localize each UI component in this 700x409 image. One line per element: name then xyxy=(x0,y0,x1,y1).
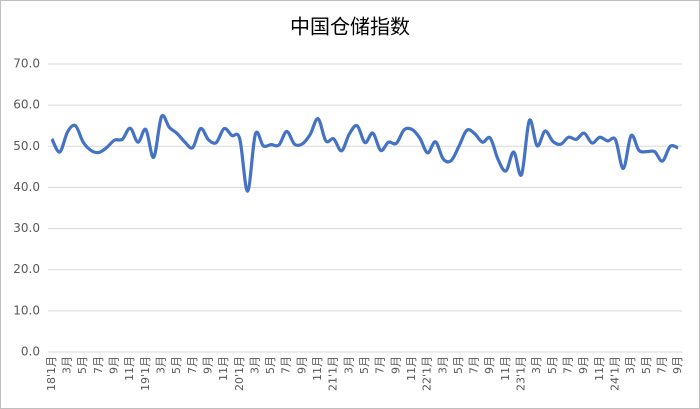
x-tick-label: 5月 xyxy=(546,356,559,374)
x-tick-label: 7月 xyxy=(92,356,105,374)
x-tick-label: 5月 xyxy=(76,356,89,374)
x-tick-label: 11月 xyxy=(217,356,230,381)
x-tick-label: 5月 xyxy=(170,356,183,374)
x-tick-label: 3月 xyxy=(154,356,167,374)
x-tick-label: 11月 xyxy=(123,356,136,381)
x-tick-label: 7月 xyxy=(655,356,668,374)
x-tick-label: 9月 xyxy=(671,356,684,374)
x-tick-label: 18'1月 xyxy=(45,356,58,391)
x-tick-label: 11月 xyxy=(405,356,418,381)
chart-title: 中国仓储指数 xyxy=(290,15,410,39)
x-tick-label: 9月 xyxy=(389,356,402,374)
x-tick-label: 3月 xyxy=(342,356,355,374)
y-tick-label: 30.0 xyxy=(13,221,40,235)
x-tick-label: 3月 xyxy=(436,356,449,374)
x-tick-label: 7月 xyxy=(374,356,387,374)
x-tick-label: 3月 xyxy=(248,356,261,374)
x-tick-label: 5月 xyxy=(452,356,465,374)
x-tick-label: 5月 xyxy=(358,356,371,374)
x-tick-label: 7月 xyxy=(562,356,575,374)
x-tick-label: 5月 xyxy=(640,356,653,374)
x-tick-label: 19'1月 xyxy=(139,356,152,391)
y-tick-label: 20.0 xyxy=(13,262,40,276)
x-tick-label: 9月 xyxy=(483,356,496,374)
x-tick-label: 9月 xyxy=(295,356,308,374)
x-tick-label: 3月 xyxy=(61,356,74,374)
x-tick-label: 24'1月 xyxy=(608,356,621,391)
y-tick-label: 50.0 xyxy=(13,139,40,153)
x-tick-label: 9月 xyxy=(108,356,121,374)
x-tick-label: 9月 xyxy=(577,356,590,374)
y-tick-label: 60.0 xyxy=(13,98,40,112)
x-tick-label: 7月 xyxy=(280,356,293,374)
x-tick-label: 3月 xyxy=(624,356,637,374)
x-tick-label: 21'1月 xyxy=(327,356,340,391)
x-tick-label: 7月 xyxy=(468,356,481,374)
x-tick-label: 11月 xyxy=(499,356,512,381)
y-tick-label: 0.0 xyxy=(21,345,40,359)
x-tick-label: 11月 xyxy=(593,356,606,381)
x-tick-label: 5月 xyxy=(264,356,277,374)
x-tick-label: 3月 xyxy=(530,356,543,374)
y-tick-label: 70.0 xyxy=(13,57,40,71)
y-tick-label: 10.0 xyxy=(13,303,40,317)
x-tick-label: 23'1月 xyxy=(515,356,528,391)
x-tick-label: 20'1月 xyxy=(233,356,246,391)
y-tick-label: 40.0 xyxy=(13,180,40,194)
x-tick-label: 7月 xyxy=(186,356,199,374)
x-tick-label: 11月 xyxy=(311,356,324,381)
data-line xyxy=(50,113,679,193)
x-tick-label: 9月 xyxy=(201,356,214,374)
x-tick-label: 22'1月 xyxy=(421,356,434,391)
